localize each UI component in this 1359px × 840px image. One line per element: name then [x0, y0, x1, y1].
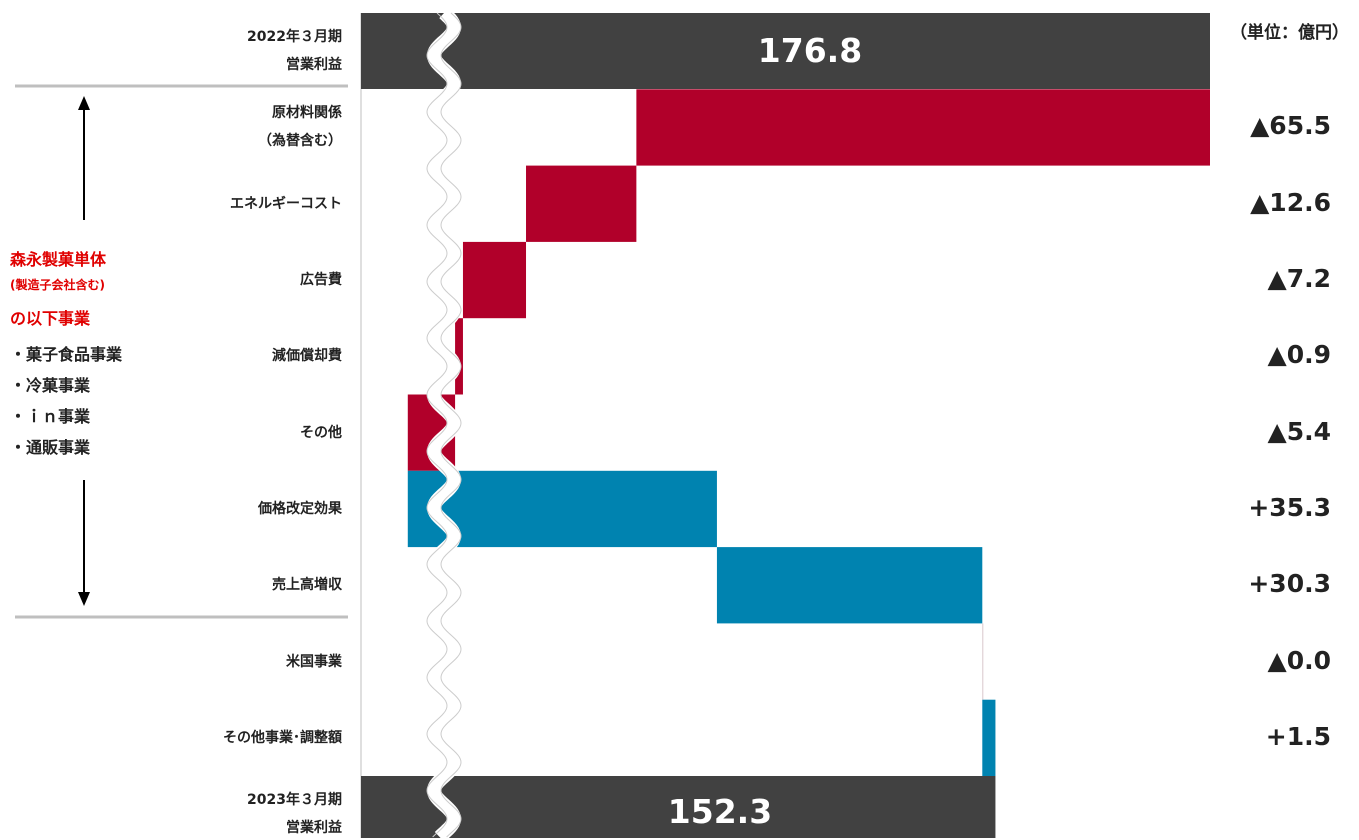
label-step-6: 価格改定効果	[258, 500, 342, 517]
label-step-7: 売上高増収	[272, 577, 342, 594]
label-step-4: 減価償却費	[272, 348, 342, 365]
step-value-label-5: ▲5.4	[1267, 416, 1331, 446]
start-total-bar	[361, 13, 1210, 89]
arrow-down-icon	[78, 592, 90, 606]
step-bar-7	[716, 547, 983, 624]
label-end-line1: 2023年３月期	[247, 792, 342, 809]
end-value-label: 152.3	[667, 792, 773, 831]
axis-break-line-left	[426, 12, 448, 838]
step-value-label-8: ▲0.0	[1267, 645, 1331, 675]
label-end-line2: 営業利益	[286, 820, 342, 837]
label-step-5: その他	[300, 424, 342, 441]
step-bar-1	[636, 89, 1210, 166]
step-value-label-9: +1.5	[1265, 721, 1331, 751]
side-item-in: ・ｉｎ事業	[10, 407, 91, 426]
side-title-line1: 森永製菓単体	[10, 250, 107, 269]
side-title-line3: の以下事業	[10, 309, 91, 328]
step-value-label-1: ▲65.5	[1250, 111, 1331, 141]
side-title-line2: (製造子会社含む)	[10, 278, 105, 292]
step-value-label-3: ▲7.2	[1267, 264, 1331, 294]
step-bar-3	[462, 241, 527, 319]
axis-break-white	[426, 7, 462, 838]
label-step-1-line2: （為替含む）	[258, 133, 342, 150]
side-item-confectionery: ・菓子食品事業	[10, 345, 123, 364]
label-step-2: エネルギーコスト	[230, 195, 342, 212]
label-step-8: 米国事業	[286, 653, 342, 670]
step-value-label-6: +35.3	[1248, 492, 1331, 522]
step-value-label-7: +30.3	[1248, 569, 1331, 599]
label-step-3: 広告費	[300, 272, 342, 289]
step-bar-2	[526, 165, 637, 242]
start-value-label: 176.8	[757, 31, 863, 70]
step-value-label-4: ▲0.9	[1267, 340, 1331, 370]
step-bar-4	[455, 318, 463, 395]
unit-label: （単位：億円）	[1230, 23, 1349, 43]
side-item-mailorder: ・通販事業	[10, 438, 91, 457]
label-step-9: その他事業･調整額	[223, 729, 342, 746]
arrow-up-icon	[78, 96, 90, 110]
label-step-1-line1: 原材料関係	[272, 105, 342, 122]
step-value-label-2: ▲12.6	[1250, 187, 1331, 217]
step-bar-8	[982, 623, 984, 700]
end-total-bar	[361, 776, 996, 838]
side-item-frozen: ・冷菓事業	[10, 376, 91, 395]
step-bar-9	[982, 699, 996, 776]
label-start-line2: 営業利益	[286, 57, 342, 74]
axis-break-line-right	[440, 12, 462, 838]
label-start-line1: 2022年３月期	[247, 29, 342, 46]
